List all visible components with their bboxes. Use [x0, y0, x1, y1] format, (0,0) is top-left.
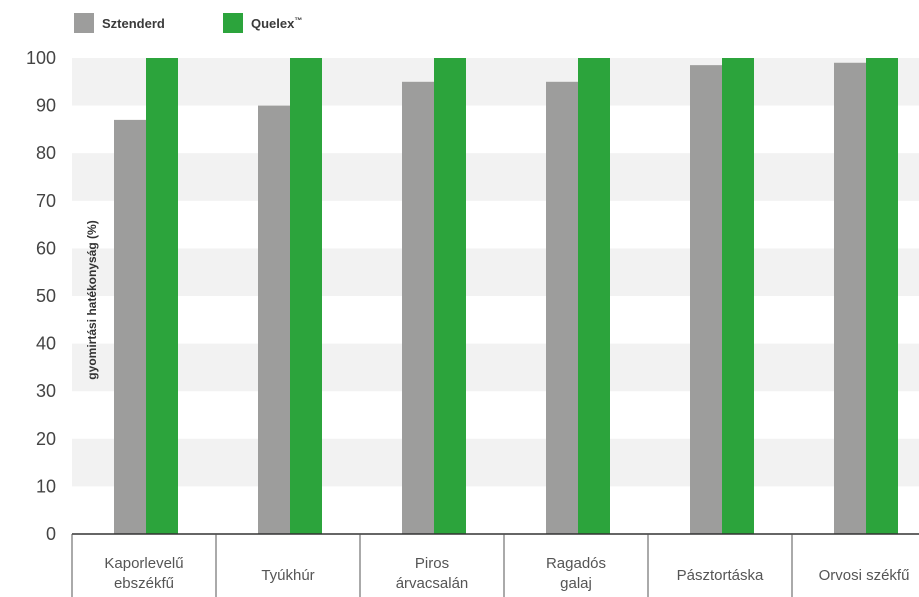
bar [434, 58, 466, 534]
bar [834, 62, 866, 534]
category-label: Kaporlevelű ebszékfű [104, 555, 183, 592]
grid-band [72, 58, 919, 106]
y-tick-label: 10 [36, 476, 56, 496]
y-tick-label: 40 [36, 334, 56, 354]
legend-label: Quelex™ [251, 16, 302, 31]
grid-band [72, 438, 919, 487]
category-label: Ragadós galaj [546, 555, 606, 592]
legend-label: Sztenderd [102, 16, 165, 31]
category-label: Orvosi székfű [819, 567, 910, 584]
bar [578, 58, 610, 534]
y-tick-label: 100 [26, 48, 56, 68]
grid-band [72, 248, 919, 296]
grid-bands [72, 58, 919, 487]
y-tick-label: 60 [36, 238, 56, 258]
y-axis-label: gyomirtási hatékonyság (%) [85, 220, 99, 379]
bars [114, 58, 898, 535]
category-label: Piros árvacsalán [396, 555, 469, 592]
y-tick-label: 50 [36, 286, 56, 306]
y-axis-ticks: 0 10 20 30 40 50 60 70 80 90 100 [26, 48, 56, 544]
grid-band [72, 153, 919, 201]
bar [866, 58, 898, 534]
bar [258, 105, 290, 534]
bar [402, 81, 434, 535]
bar [722, 58, 754, 534]
y-tick-label: 30 [36, 381, 56, 401]
bar [690, 65, 722, 534]
y-tick-label: 0 [46, 524, 56, 544]
category-label: Tyúkhúr [261, 567, 314, 584]
y-tick-label: 20 [36, 429, 56, 449]
bar [146, 58, 178, 534]
y-tick-label: 80 [36, 143, 56, 163]
legend: Sztenderd Quelex™ [74, 13, 302, 33]
bar [546, 81, 578, 535]
y-tick-label: 70 [36, 191, 56, 211]
legend-swatch [223, 13, 243, 33]
x-axis: Kaporlevelű ebszékfű Tyúkhúr Piros árvacsalá… [71, 533, 919, 597]
bar [114, 119, 146, 534]
category-label: Pásztortáska [677, 567, 764, 584]
y-tick-label: 90 [36, 96, 56, 116]
legend-swatch [74, 13, 94, 33]
bar [290, 58, 322, 534]
grid-band [72, 343, 919, 392]
